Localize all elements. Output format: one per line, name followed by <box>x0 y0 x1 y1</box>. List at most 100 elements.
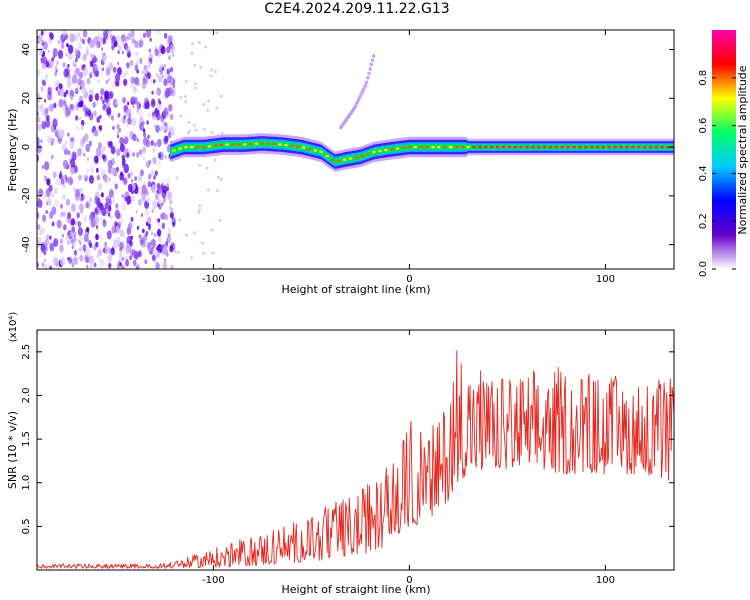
noise-blob <box>115 35 119 42</box>
ridge-core <box>419 145 424 149</box>
noise-blob <box>44 264 47 269</box>
noise-blob <box>86 50 89 56</box>
noise-blob <box>93 129 98 137</box>
noise-blob <box>204 45 208 49</box>
ridge-core <box>425 145 429 149</box>
noise-blob <box>194 86 197 90</box>
noise-blob <box>167 86 173 97</box>
noise-blob <box>151 254 156 261</box>
noise-blob <box>93 110 97 117</box>
ridge-core <box>666 145 670 149</box>
noise-blob <box>144 208 149 217</box>
noise-blob <box>110 215 113 220</box>
ridge-core <box>178 147 182 150</box>
noise-blob <box>66 43 69 48</box>
noise-blob <box>110 247 115 256</box>
noise-blob <box>54 65 58 72</box>
noise-blob <box>107 159 113 169</box>
noise-blob <box>100 217 103 221</box>
noise-blob <box>108 212 111 217</box>
noise-blob <box>130 81 135 90</box>
noise-blob <box>154 193 159 201</box>
noise-blob <box>106 106 112 116</box>
noise-blob <box>210 68 214 72</box>
ridge-core <box>442 145 447 149</box>
noise-blob <box>146 241 152 251</box>
noise-blob <box>104 90 110 100</box>
noise-blob <box>87 107 90 111</box>
noise-blob <box>119 250 122 256</box>
noise-blob <box>119 262 122 266</box>
noise-blob <box>89 39 95 49</box>
noise-blob <box>126 124 129 128</box>
noise-blob <box>67 52 73 61</box>
noise-blob <box>122 265 125 269</box>
noise-blob <box>78 71 83 79</box>
noise-blob <box>49 211 54 219</box>
noise-blob <box>201 241 204 245</box>
ridge-core <box>660 145 664 149</box>
ridge-core <box>584 145 588 149</box>
noise-blob <box>142 128 146 133</box>
noise-blob <box>166 183 170 189</box>
ridge-core <box>613 145 617 149</box>
ridge-core <box>642 145 647 149</box>
noise-blob <box>60 179 65 185</box>
noise-blob <box>89 60 94 68</box>
noise-blob <box>126 61 130 69</box>
ridge-core <box>636 145 641 149</box>
noise-blob <box>175 176 179 180</box>
noise-blob <box>169 199 173 205</box>
noise-blob <box>170 66 174 73</box>
noise-blob <box>179 114 183 118</box>
ridge-core <box>360 154 365 158</box>
noise-blob <box>52 118 58 128</box>
noise-blob <box>85 248 91 258</box>
noise-blob <box>80 236 83 241</box>
noise-blob <box>61 233 64 238</box>
noise-blob <box>190 52 194 55</box>
noise-blob <box>207 99 211 103</box>
noise-blob <box>111 45 115 51</box>
noise-blob <box>81 64 85 71</box>
ridge-core <box>184 145 188 149</box>
ridge-core <box>513 145 517 149</box>
colorbar-tick-label: 0.4 <box>698 165 709 181</box>
noise-blob <box>49 235 52 240</box>
snr-y-exponent: (x10⁴) <box>8 312 19 343</box>
noise-blob <box>206 109 210 112</box>
noise-blob <box>66 79 72 88</box>
noise-blob <box>82 244 87 251</box>
noise-blob <box>70 218 76 226</box>
noise-blob <box>119 265 122 269</box>
noise-blob <box>117 112 121 118</box>
noise-blob <box>44 73 49 81</box>
noise-blob <box>111 35 116 44</box>
noise-blob <box>78 246 82 253</box>
noise-blob <box>142 156 145 160</box>
noise-blob <box>134 77 140 86</box>
y-tick-label: -20 <box>21 188 32 204</box>
noise-blob <box>56 219 62 229</box>
noise-blob <box>48 59 54 69</box>
noise-blob <box>77 147 82 157</box>
noise-blob <box>169 211 174 219</box>
noise-blob <box>47 86 52 95</box>
noise-blob <box>119 229 124 238</box>
noise-blob <box>99 258 105 268</box>
ridge-core <box>278 143 282 146</box>
noise-blob <box>70 161 73 166</box>
noise-blob <box>71 151 77 161</box>
noise-blob <box>95 147 101 157</box>
noise-blob <box>74 220 78 226</box>
noise-blob <box>147 216 152 224</box>
noise-blob <box>55 86 59 92</box>
x-tick-label: 0 <box>406 274 412 285</box>
noise-blob <box>74 87 79 95</box>
noise-blob <box>128 222 133 230</box>
noise-blob <box>198 41 201 44</box>
noise-blob <box>127 116 132 125</box>
noise-blob <box>105 67 111 76</box>
noise-blob <box>198 208 202 212</box>
noise-blob <box>148 48 152 53</box>
